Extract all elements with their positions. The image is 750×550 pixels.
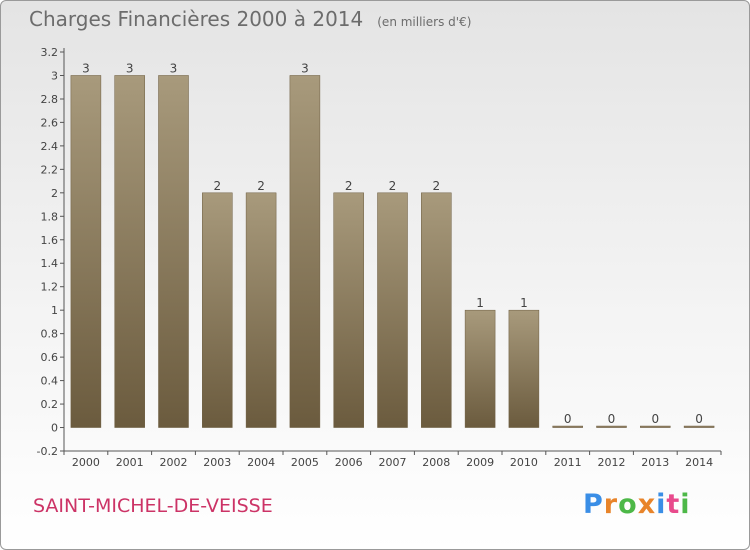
x-tick-label: 2000 xyxy=(72,456,100,469)
commune-name: SAINT-MICHEL-DE-VEISSE xyxy=(33,495,273,517)
logo-letter: r xyxy=(603,489,619,520)
x-tick-label: 2012 xyxy=(598,456,626,469)
bar-2012 xyxy=(596,425,627,428)
bar-2011 xyxy=(552,425,583,428)
y-tick-label: 2.2 xyxy=(41,163,59,176)
bar-2006 xyxy=(333,192,364,428)
bar-2005 xyxy=(289,75,321,428)
y-tick-label: 0.2 xyxy=(41,398,59,411)
bar-2014 xyxy=(683,425,715,428)
x-tick-label: 2002 xyxy=(160,456,188,469)
bar-value-label: 3 xyxy=(170,61,178,75)
y-tick-label: 2 xyxy=(51,187,58,200)
bar-value-label: 1 xyxy=(520,296,528,310)
y-tick-label: 1 xyxy=(51,304,58,317)
x-tick-label: 2009 xyxy=(466,456,494,469)
bar-value-label: 0 xyxy=(695,412,703,426)
bar-2001 xyxy=(114,75,145,428)
bar-value-label: 2 xyxy=(432,179,440,193)
x-tick-label: 2010 xyxy=(510,456,538,469)
bar-value-label: 3 xyxy=(82,61,90,75)
logo-letter: x xyxy=(637,489,657,520)
bar-2013 xyxy=(640,425,671,428)
y-tick-label: 1.2 xyxy=(41,281,59,294)
bar-2010 xyxy=(508,309,540,428)
bar-value-label: 1 xyxy=(476,296,484,310)
bar-2003 xyxy=(202,192,233,428)
proxiti-logo: Proxiti xyxy=(583,489,691,520)
bars-group: 3 3 3 2 2 3 2 2 2 1 1 0 0 0 0 xyxy=(70,61,715,428)
x-tick-label: 2007 xyxy=(379,456,407,469)
x-tick-label: 2001 xyxy=(116,456,144,469)
y-tick-label: 0.4 xyxy=(41,375,59,388)
bar-value-label: 2 xyxy=(389,179,397,193)
x-tick-label: 2003 xyxy=(203,456,231,469)
bar-2009 xyxy=(464,309,496,428)
bar-value-label: 0 xyxy=(564,412,572,426)
y-tick-label: 0.6 xyxy=(41,351,59,364)
y-tick-label: 2.4 xyxy=(41,140,59,153)
chart-title: Charges Financières 2000 à 2014 (en milli… xyxy=(29,7,471,31)
bar-2008 xyxy=(421,192,452,428)
bar-value-label: 2 xyxy=(213,179,221,193)
logo-letter: o xyxy=(618,489,638,520)
bar-value-label: 3 xyxy=(126,61,134,75)
bar-2002 xyxy=(158,75,189,428)
bar-value-label: 0 xyxy=(608,412,616,426)
y-tick-label: 2.8 xyxy=(41,93,59,106)
bar-2000 xyxy=(70,75,102,428)
axes-group: 2000 2001 2002 2003 2004 2005 2006 2007 2008 2009… xyxy=(37,46,722,469)
y-tick-label: 1.4 xyxy=(41,257,59,270)
y-tick-label: -0.2 xyxy=(37,445,58,458)
bar-2004 xyxy=(245,192,277,428)
title-text: Charges Financières 2000 à 2014 xyxy=(29,7,364,31)
logo-letter: t xyxy=(666,489,681,520)
logo-letter: i xyxy=(680,489,691,520)
x-tick-label: 2014 xyxy=(685,456,713,469)
bar-value-label: 2 xyxy=(257,179,265,193)
bar-2007 xyxy=(377,192,408,428)
bar-value-label: 0 xyxy=(651,412,659,426)
logo-letter: i xyxy=(656,489,667,520)
y-tick-label: 0.8 xyxy=(41,328,59,341)
x-tick-label: 2008 xyxy=(422,456,450,469)
x-tick-label: 2006 xyxy=(335,456,363,469)
y-tick-label: 3.2 xyxy=(41,46,59,59)
y-tick-label: 3 xyxy=(51,69,58,82)
x-tick-label: 2011 xyxy=(554,456,582,469)
x-tick-label: 2004 xyxy=(247,456,275,469)
unit-text: (en milliers d'€) xyxy=(377,15,472,29)
y-tick-label: 2.6 xyxy=(41,116,59,129)
logo-letter: P xyxy=(583,489,604,520)
bar-value-label: 2 xyxy=(345,179,353,193)
bar-value-label: 3 xyxy=(301,61,309,75)
y-tick-label: 1.8 xyxy=(41,210,59,223)
x-tick-label: 2005 xyxy=(291,456,319,469)
x-tick-label: 2013 xyxy=(641,456,669,469)
y-tick-label: 0 xyxy=(51,422,58,435)
y-tick-label: 1.6 xyxy=(41,234,59,247)
